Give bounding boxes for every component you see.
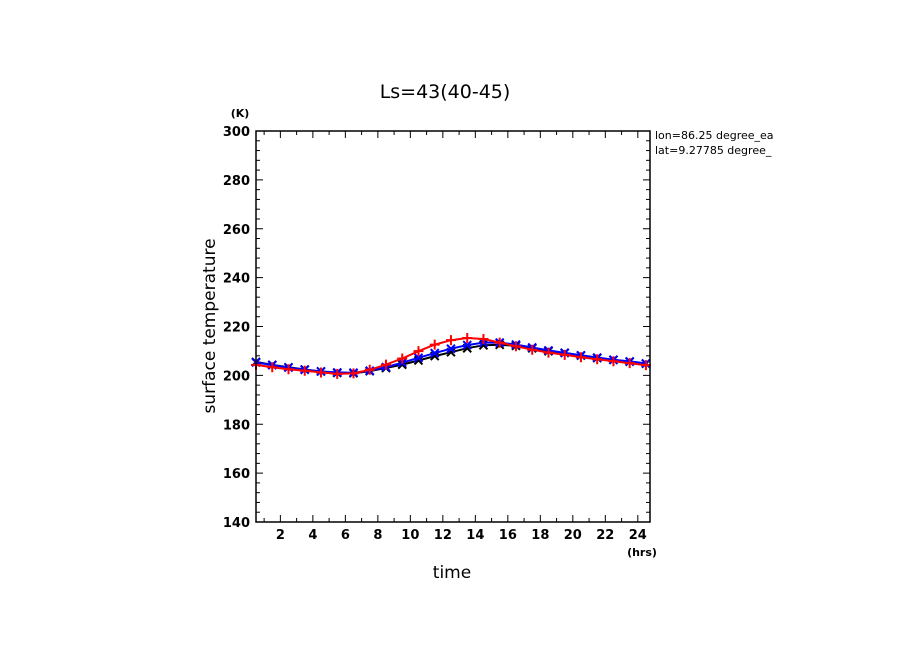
axes: 2 4 6 8 10 12 14 16 18 20 22 2414016018020022024026… xyxy=(223,125,650,543)
series-group xyxy=(251,332,651,379)
series-2-point xyxy=(315,367,326,378)
annotation-lon: lon=86.25 degree_ea xyxy=(655,129,774,142)
series-2-point xyxy=(494,337,505,348)
series-2-point xyxy=(462,332,473,343)
series-2 xyxy=(251,332,651,379)
chart-title: Ls=43(40-45) xyxy=(380,81,511,103)
series-2-point xyxy=(608,356,619,367)
x-axis-label: time xyxy=(433,563,471,583)
y-unit-label: (K) xyxy=(231,107,250,120)
x-tick-label: 10 xyxy=(401,528,419,543)
x-tick-label: 18 xyxy=(531,528,549,543)
y-tick-label: 200 xyxy=(223,369,250,384)
series-2-point xyxy=(575,352,586,363)
series-2-point xyxy=(267,362,278,373)
series-1-point xyxy=(462,340,472,350)
series-2-point xyxy=(397,353,408,364)
y-tick-label: 280 xyxy=(223,174,250,189)
x-tick-label: 2 xyxy=(276,528,285,543)
y-tick-label: 260 xyxy=(223,223,250,238)
x-tick-label: 6 xyxy=(341,528,350,543)
series-2-point xyxy=(624,358,635,369)
series-2-point xyxy=(332,368,343,379)
series-2-point xyxy=(283,364,294,375)
y-tick-label: 140 xyxy=(223,516,250,531)
x-tick-label: 14 xyxy=(466,528,484,543)
series-2-point xyxy=(429,339,440,350)
x-tick-label: 16 xyxy=(499,528,517,543)
x-tick-label: 8 xyxy=(373,528,382,543)
series-1-point xyxy=(446,344,456,354)
series-2-point xyxy=(348,368,359,379)
series-2-point xyxy=(527,344,538,355)
y-tick-label: 240 xyxy=(223,272,250,287)
x-tick-label: 12 xyxy=(434,528,452,543)
annotation-lat: lat=9.27785 degree_ xyxy=(655,144,772,157)
series-2-point xyxy=(559,349,570,360)
y-tick-label: 180 xyxy=(223,418,250,433)
series-2-point xyxy=(413,346,424,357)
y-axis-label: surface temperature xyxy=(200,238,220,413)
plot-frame xyxy=(255,130,651,523)
y-tick-label: 160 xyxy=(223,467,250,482)
x-tick-label: 24 xyxy=(629,528,647,543)
y-tick-label: 220 xyxy=(223,321,250,336)
x-tick-label: 20 xyxy=(564,528,582,543)
series-2-point xyxy=(299,365,310,376)
series-1-point xyxy=(430,348,440,358)
series-2-point xyxy=(510,341,521,352)
series-1-point xyxy=(413,353,424,363)
series-2-point xyxy=(445,335,456,346)
x-unit-label: (hrs) xyxy=(627,546,657,559)
series-2-point xyxy=(380,359,391,370)
series-2-point xyxy=(364,364,375,375)
x-tick-label: 4 xyxy=(308,528,317,543)
y-tick-label: 300 xyxy=(223,125,250,140)
series-2-point xyxy=(478,333,489,344)
series-2-point xyxy=(592,354,603,365)
series-2-point xyxy=(543,347,554,358)
x-tick-label: 22 xyxy=(596,528,614,543)
